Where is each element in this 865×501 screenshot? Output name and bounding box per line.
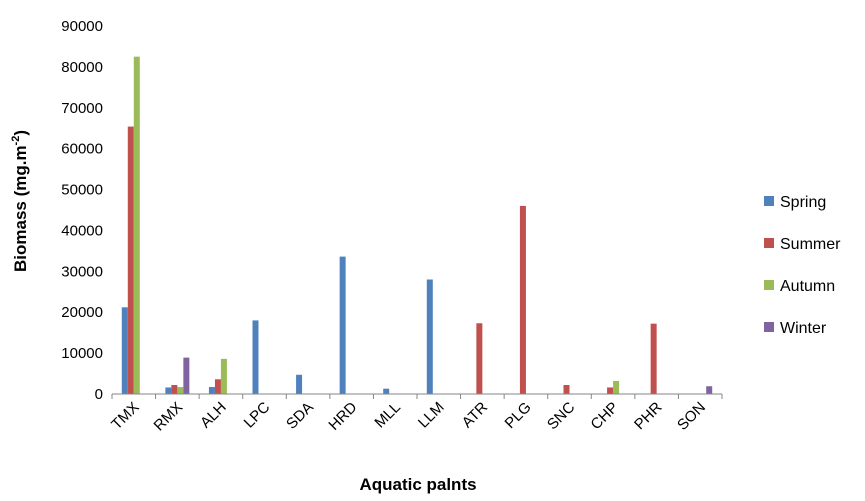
y-axis-title: Biomass (mg.m-2)	[10, 130, 30, 272]
x-tick-label-sda: SDA	[283, 399, 317, 433]
y-tick-label: 50000	[61, 182, 103, 199]
bar-summer-alh	[214, 379, 221, 394]
bar-summer-snc	[563, 385, 570, 394]
y-tick-label: 10000	[61, 345, 103, 362]
y-tick-label: 0	[95, 386, 103, 403]
y-tick-label: 60000	[61, 141, 103, 158]
bar-spring-rmx	[165, 387, 172, 394]
x-tick-label-chp: CHP	[587, 399, 621, 433]
x-tick-label-phr: PHR	[631, 399, 666, 434]
legend: Spring Summer Autumn Winter	[764, 194, 841, 337]
x-tick-label-plg: PLG	[502, 399, 535, 432]
y-tick-label: 80000	[61, 59, 103, 76]
x-tick-label-snc: SNC	[544, 399, 579, 434]
y-axis-ticks: 0 10000 20000 30000 40000 50000 60000 70000 8000…	[61, 18, 103, 403]
bar-winter-son	[706, 386, 713, 394]
y-tick-label: 30000	[61, 263, 103, 280]
bar-winter-rmx	[183, 357, 190, 394]
legend-label-summer: Summer	[780, 236, 841, 253]
y-tick-label: 70000	[61, 100, 103, 117]
x-tick-label-tmx: TMX	[108, 399, 142, 433]
legend-label-autumn: Autumn	[780, 278, 835, 295]
x-tick-label-alh: ALH	[197, 399, 230, 432]
x-tick-label-mll: MLL	[371, 399, 404, 432]
x-tick-label-lpc: LPC	[241, 399, 274, 432]
x-tick-label-atr: ATR	[459, 399, 492, 432]
bar-autumn-rmx	[177, 387, 184, 394]
bar-summer-rmx	[171, 385, 178, 394]
bar-autumn-alh	[220, 358, 227, 394]
y-tick-label: 90000	[61, 18, 103, 35]
legend-swatch-winter	[764, 322, 774, 332]
bars-group	[121, 56, 713, 395]
x-axis-title: Aquatic palnts	[359, 475, 476, 494]
bar-spring-hrd	[339, 256, 346, 394]
y-axis-title-superscript: -2	[10, 136, 22, 146]
x-tick-label-rmx: RMX	[151, 399, 187, 435]
y-tick-label: 40000	[61, 222, 103, 239]
legend-swatch-summer	[764, 238, 774, 248]
bar-spring-sda	[296, 374, 303, 394]
bar-summer-plg	[519, 205, 526, 394]
bar-summer-tmx	[127, 126, 134, 394]
legend-swatch-spring	[764, 196, 774, 206]
y-tick-label: 20000	[61, 304, 103, 321]
bar-spring-mll	[383, 388, 390, 394]
y-axis-title-close: )	[11, 130, 30, 136]
bar-summer-phr	[650, 323, 657, 394]
bar-spring-lpc	[252, 320, 259, 394]
bar-autumn-chp	[613, 380, 620, 394]
x-axis-ticks: TMX RMX ALH LPC SDA HRD MLL LLM ATR PLG SNC CHP PHR S…	[108, 394, 723, 435]
legend-label-winter: Winter	[780, 320, 827, 337]
x-tick-label-llm: LLM	[415, 399, 448, 432]
bar-summer-chp	[607, 387, 614, 394]
bar-spring-llm	[426, 279, 433, 394]
bar-spring-tmx	[121, 307, 128, 394]
bar-spring-alh	[208, 387, 215, 394]
legend-label-spring: Spring	[780, 194, 826, 211]
bar-summer-atr	[476, 323, 483, 394]
x-tick-label-son: SON	[674, 399, 709, 434]
x-tick-label-hrd: HRD	[325, 399, 360, 434]
legend-swatch-autumn	[764, 280, 774, 290]
bar-autumn-tmx	[133, 56, 140, 395]
y-axis-title-main: Biomass (mg.m	[11, 145, 30, 272]
